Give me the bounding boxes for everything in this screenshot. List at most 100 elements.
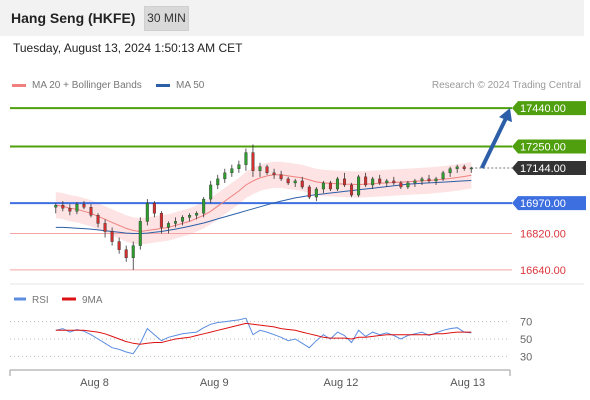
candle-body	[159, 213, 163, 228]
candle	[195, 211, 199, 220]
candle-body	[265, 166, 269, 174]
candle	[82, 201, 86, 210]
candle-body	[378, 178, 382, 184]
credit-text: Research © 2024 Trading Central	[431, 80, 581, 91]
candle	[371, 176, 375, 189]
candle-body	[300, 180, 304, 188]
candle	[378, 174, 382, 185]
candle-body	[68, 208, 72, 212]
candle	[110, 227, 114, 246]
candle-body	[96, 215, 100, 224]
x-tick-label: Aug 8	[80, 377, 109, 389]
candle-body	[188, 215, 192, 218]
candle	[68, 204, 72, 216]
level-tag-16970.00	[512, 196, 586, 211]
candle	[462, 164, 466, 171]
candle-body	[399, 182, 403, 188]
level-label-17144.00: 17144.00	[520, 163, 566, 175]
candle-body	[364, 176, 368, 186]
ma50-swatch	[156, 83, 170, 87]
instrument-title: Hang Seng (HKFE)	[11, 10, 136, 26]
candle	[335, 176, 339, 192]
interval-button[interactable]: 30 MIN	[144, 6, 189, 31]
candle	[413, 178, 417, 187]
candle	[152, 201, 156, 218]
candle	[54, 203, 58, 214]
candle	[258, 162, 262, 177]
candle	[441, 170, 445, 181]
candle-body	[251, 152, 255, 171]
candle	[131, 241, 135, 270]
candle-body	[152, 202, 156, 214]
ma50-label: MA 50	[176, 80, 205, 91]
candle-body	[328, 182, 332, 190]
candle	[124, 245, 128, 262]
rsi-tick-70: 70	[520, 317, 532, 329]
ma20-swatch	[12, 83, 26, 87]
candle	[89, 204, 93, 218]
level-tag-17440.00	[512, 101, 586, 116]
candle-body	[343, 178, 347, 186]
candle	[166, 221, 170, 234]
candle-body	[448, 168, 452, 174]
candle	[420, 176, 424, 185]
candle-body	[321, 182, 325, 190]
candle-body	[427, 178, 431, 182]
candle	[300, 176, 304, 189]
rsi-tick-30: 30	[520, 351, 532, 363]
candle	[392, 176, 396, 185]
candle	[251, 144, 255, 177]
level-label-16970.00: 16970.00	[520, 198, 566, 210]
candle-body	[82, 203, 86, 208]
rsi-ma-legend-label: 9MA	[82, 295, 103, 306]
candle	[350, 182, 354, 198]
candle-body	[244, 152, 248, 165]
candle	[145, 199, 149, 226]
candle	[279, 170, 283, 181]
candle	[237, 160, 241, 173]
candle	[117, 237, 121, 254]
candle-body	[350, 184, 354, 196]
candle-body	[237, 164, 241, 169]
candle	[103, 219, 107, 238]
candle-body	[195, 213, 199, 216]
x-tick-label: Aug 9	[200, 377, 229, 389]
candle-body	[124, 249, 128, 258]
candle	[455, 164, 459, 173]
candle-body	[216, 178, 220, 186]
candle	[173, 217, 177, 228]
candle-body	[286, 178, 290, 184]
candle	[265, 164, 269, 175]
candle	[286, 176, 290, 185]
candle-body	[441, 172, 445, 180]
candle-body	[272, 172, 276, 176]
x-axis: Aug 8 Aug 9 Aug 12 Aug 13	[9, 369, 511, 389]
candle	[343, 172, 347, 187]
candle-body	[202, 198, 206, 214]
candle	[314, 186, 318, 202]
level-label-17250.00: 17250.00	[520, 142, 566, 154]
candle	[188, 213, 192, 222]
level-tag-17250.00	[512, 139, 586, 154]
candle	[75, 202, 79, 215]
timestamp: Tuesday, August 13, 2024 1:50:13 AM CET	[13, 41, 243, 55]
candle	[223, 168, 227, 183]
candle	[364, 172, 368, 187]
candle	[230, 164, 234, 177]
candle	[427, 174, 431, 183]
candle-body	[223, 172, 227, 180]
candle	[406, 180, 410, 189]
candle	[328, 180, 332, 192]
candle-body	[131, 245, 135, 258]
candle-body	[110, 231, 114, 242]
candle	[138, 217, 142, 250]
candle-body	[462, 166, 466, 169]
candle	[159, 211, 163, 234]
candle-body	[455, 166, 459, 169]
forecast-arrow	[480, 115, 509, 169]
candle-body	[166, 223, 170, 228]
level-label-17440.00: 17440.00	[520, 103, 566, 115]
candle	[293, 178, 297, 187]
ma20-label: MA 20 + Bollinger Bands	[32, 80, 142, 91]
candle	[216, 174, 220, 189]
